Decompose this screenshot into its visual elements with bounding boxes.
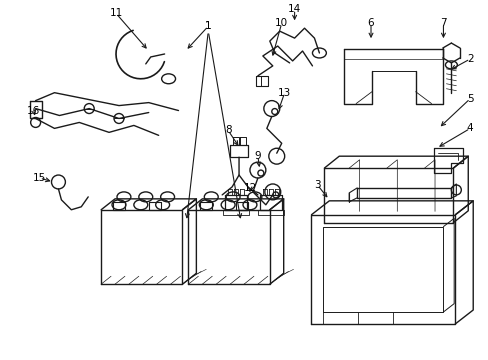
- Text: 3: 3: [313, 180, 320, 190]
- Text: 14: 14: [287, 4, 301, 14]
- Text: 4: 4: [466, 123, 472, 134]
- Text: 13: 13: [278, 88, 291, 98]
- Text: 15: 15: [33, 173, 46, 183]
- Text: 8: 8: [224, 125, 231, 135]
- Text: 16: 16: [27, 105, 40, 116]
- Text: 1: 1: [204, 21, 211, 31]
- Text: 5: 5: [466, 94, 472, 104]
- Text: 2: 2: [466, 54, 472, 64]
- Text: 10: 10: [275, 18, 288, 28]
- Text: 1: 1: [204, 21, 211, 31]
- Text: 9: 9: [254, 151, 261, 161]
- Text: 11: 11: [109, 8, 122, 18]
- Text: 6: 6: [367, 18, 373, 28]
- Text: 12: 12: [243, 183, 256, 193]
- Text: 7: 7: [439, 18, 446, 28]
